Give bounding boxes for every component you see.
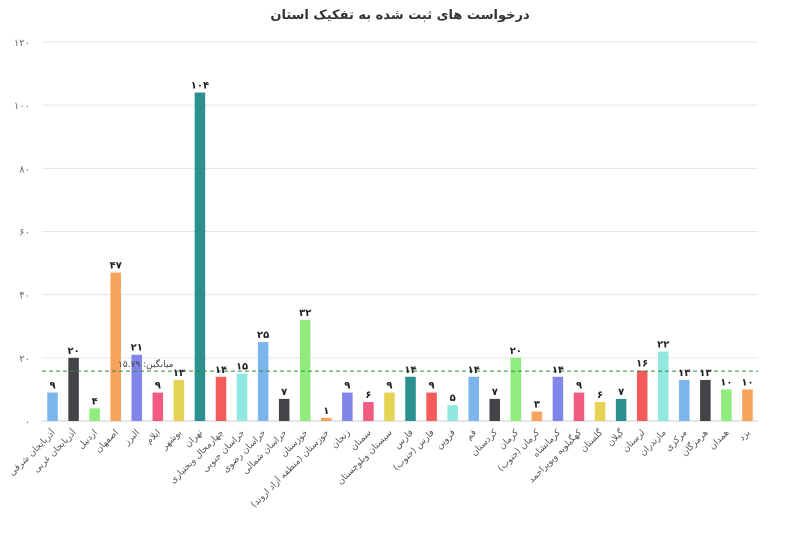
y-tick-label: ۸۰ (19, 164, 30, 175)
bar-value-label: ۲۰ (67, 346, 79, 357)
bar (700, 379, 711, 421)
bar (236, 373, 248, 421)
bar-value-label: ۶ (597, 390, 603, 401)
bar-value-label: ۴ (92, 396, 98, 407)
bar (615, 398, 627, 421)
bar-value-label: ۱۳ (699, 368, 711, 379)
x-tick-label: البرز (122, 428, 142, 448)
bar (131, 354, 143, 421)
bar (215, 376, 227, 421)
bar (257, 342, 269, 421)
x-tick-label: قم (464, 428, 478, 442)
y-tick-label: ۱۰۰ (14, 101, 30, 112)
bar-value-label: ۱۴ (468, 365, 480, 376)
x-tick-label: زنجان (330, 428, 353, 451)
bar (342, 392, 353, 421)
bar (510, 357, 522, 421)
bar-value-label: ۱۴ (404, 365, 416, 376)
bar-value-label: ۹ (429, 381, 435, 392)
x-tick-label: همدان (708, 428, 732, 452)
bars (47, 92, 753, 422)
bar (552, 376, 564, 421)
bar (657, 351, 669, 421)
bar-value-label: ۴۷ (110, 261, 122, 272)
bar-value-label: ۳ (534, 400, 540, 411)
average-line-group: میانگین: ۱۵.۷۹ (42, 358, 758, 372)
bar-value-label: ۱۶ (636, 358, 648, 369)
y-tick-label: ۲۰ (19, 354, 30, 365)
x-tick-label: گلستان (577, 426, 605, 454)
bar (489, 398, 501, 421)
bar-value-label: ۱۳ (678, 368, 690, 379)
bar (742, 389, 753, 421)
bar-value-label: ۲۵ (257, 330, 269, 341)
bar (47, 392, 58, 421)
bar-value-label: ۱ (323, 406, 329, 417)
bar-value-labels: ۹ ۲۰ ۴ ۴۷ ۲۱ ۹ ۱۳ ۱۰۴ ۱۴ ۱۵ ۲۵ ۷ ۳۲ ۱ ۹ ۶ ۹ ۱۴ ۹ ۵ ۱۴ ۷ ۲۰ ۳ ۱۴ ۹… (49, 81, 753, 417)
bar-value-label: ۱۴ (215, 365, 227, 376)
bar (721, 389, 732, 421)
bar (363, 402, 374, 421)
bar (405, 376, 416, 421)
bar (110, 272, 121, 421)
bar-value-label: ۲۱ (131, 343, 143, 354)
bar-value-label: ۷ (618, 387, 624, 398)
bar-value-label: ۳۲ (299, 308, 311, 319)
bar (173, 379, 185, 421)
bar-value-label: ۷ (492, 387, 498, 398)
bar-value-label: ۷ (281, 387, 287, 398)
x-tick-label: بوشهر (159, 428, 184, 453)
bar (573, 392, 585, 421)
bar (278, 398, 290, 421)
bar-value-label: ۵ (450, 393, 456, 404)
bar (447, 405, 458, 421)
bar-value-label: ۲۰ (510, 346, 522, 357)
bar (384, 392, 395, 421)
bar-value-label: ۹ (344, 381, 350, 392)
bar (194, 92, 206, 422)
x-tick-label: یزد (737, 428, 753, 444)
bar (68, 357, 79, 421)
bar (636, 370, 648, 421)
bar (89, 408, 100, 421)
y-tick-label: ۱۲۰ (14, 38, 30, 49)
y-tick-label: ۰ (25, 417, 30, 428)
bar (299, 319, 311, 421)
y-axis-tick-labels: ۰ ۲۰ ۴۰ ۶۰ ۸۰ ۱۰۰ ۱۲۰ (14, 38, 30, 428)
bar (679, 379, 690, 421)
bar (594, 402, 606, 421)
bar-value-label: ۹ (155, 381, 161, 392)
bar-value-label: ۲۲ (657, 340, 669, 351)
bar (426, 392, 437, 421)
bar-value-label: ۹ (49, 381, 55, 392)
y-tick-label: ۴۰ (19, 291, 30, 302)
bar-value-label: ۱۴ (552, 365, 564, 376)
bar (152, 392, 164, 421)
bar-value-label: ۹ (386, 381, 392, 392)
grid-lines (42, 41, 758, 422)
average-line-label: میانگین: ۱۵.۷۹ (118, 358, 174, 370)
bar-value-label: ۱۰۴ (191, 81, 209, 92)
bar-value-label: ۶ (365, 390, 371, 401)
x-tick-label: قزوین (434, 428, 457, 451)
bar-value-label: ۱۰ (720, 377, 732, 388)
bar-value-label: ۹ (576, 381, 582, 392)
y-tick-label: ۶۰ (19, 228, 30, 239)
bar (321, 417, 332, 421)
bar (531, 411, 543, 421)
bar-value-label: ۱۵ (236, 362, 248, 373)
chart-title: درخواست های ثبت شده به تفکیک استان (270, 8, 530, 23)
bar-value-label: ۱۰ (741, 377, 753, 388)
x-tick-label: اصفهان (94, 428, 121, 455)
bar (468, 376, 479, 421)
bar-value-label: ۱۳ (173, 368, 185, 379)
